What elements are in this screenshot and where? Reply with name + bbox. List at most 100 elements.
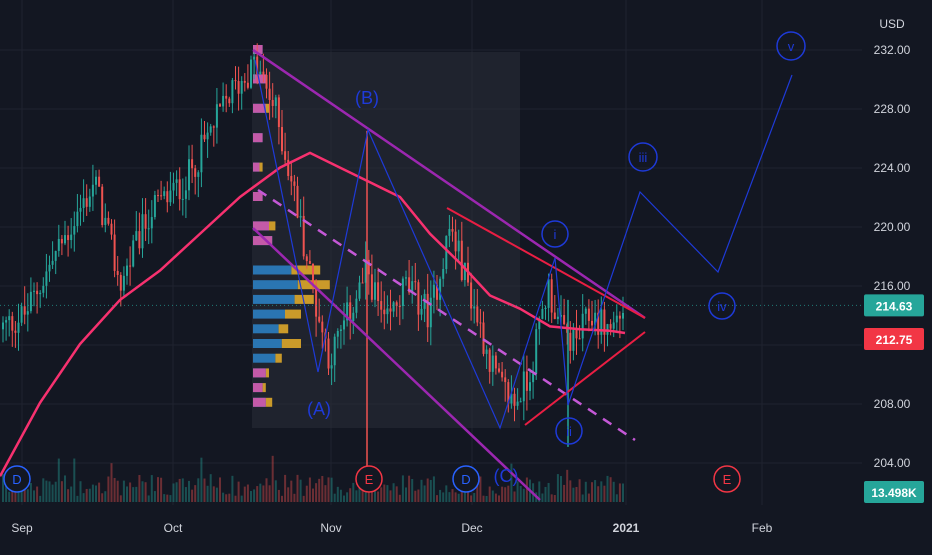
candle-body: [42, 285, 45, 293]
profile-bar-up: [253, 294, 295, 304]
volume-bar: [104, 491, 107, 502]
candle-body: [45, 271, 48, 286]
volume-bar: [116, 480, 119, 502]
volume-bar: [339, 489, 342, 502]
volume-bar: [333, 493, 336, 502]
candle-body: [622, 312, 624, 319]
candle-body: [132, 240, 135, 267]
candle-body: [343, 320, 345, 330]
volume-bar: [591, 482, 593, 502]
volume-bar: [181, 478, 184, 502]
volume-bar: [563, 484, 566, 502]
candle-body: [346, 302, 349, 321]
candle-body: [76, 211, 79, 227]
volume-bar: [253, 489, 256, 502]
volume-bar: [191, 489, 194, 502]
candle-body: [277, 97, 280, 128]
volume-bar: [101, 493, 104, 502]
volume-bar: [510, 463, 513, 502]
volume-bar: [302, 495, 305, 502]
candle-body: [85, 198, 88, 207]
volume-bar: [243, 486, 246, 502]
volume-bar: [60, 481, 63, 502]
candle-body: [383, 309, 386, 315]
volume-bar: [377, 491, 380, 502]
volume-bar: [262, 485, 265, 502]
candle-body: [411, 281, 414, 293]
candle-body: [82, 198, 85, 209]
volume-bar: [73, 458, 76, 502]
candle-body: [327, 338, 330, 369]
candle-body: [259, 71, 262, 75]
candle-body: [135, 231, 138, 241]
volume-bar: [432, 476, 435, 502]
candle-body: [284, 151, 287, 160]
candle-body: [498, 368, 500, 372]
profile-bar-down: [259, 162, 263, 172]
candle-body: [333, 336, 336, 366]
earnings-marker-label: E: [365, 472, 374, 487]
volume-bar: [138, 475, 141, 502]
time-axis[interactable]: Sep Oct Nov Dec 2021 Feb: [11, 521, 772, 535]
volume-bar: [584, 481, 587, 502]
volume-bar: [457, 493, 460, 502]
volume-bar: [547, 482, 550, 502]
volume-bar: [215, 487, 218, 502]
volume-bar: [147, 495, 150, 502]
volume-bar: [284, 474, 287, 502]
candle-body: [442, 268, 445, 279]
candle-body: [206, 132, 209, 140]
profile-bar-low: [253, 383, 263, 393]
currency-label: USD: [879, 17, 905, 31]
volume-bar: [135, 486, 138, 502]
candle-body: [575, 329, 578, 339]
triangle-lower-line: [524, 331, 646, 426]
candle-body: [476, 306, 479, 323]
volume-bar: [70, 486, 73, 502]
volume-bar: [336, 486, 339, 502]
volume-bar: [609, 477, 612, 502]
candle-body: [364, 259, 367, 283]
price-tag-label: 13.498K: [871, 486, 917, 500]
candle-body: [2, 322, 4, 330]
volume-bar: [603, 485, 606, 502]
volume-bar: [2, 474, 4, 502]
profile-bar-low: [253, 103, 266, 113]
profile-bar-low: [253, 133, 263, 143]
price-tick-label: 228.00: [874, 102, 911, 116]
candle-body: [88, 196, 91, 207]
drawing-tools[interactable]: [0, 48, 862, 501]
volume-bar: [132, 487, 135, 502]
volume-bar: [82, 493, 85, 502]
profile-bar-down: [275, 353, 282, 363]
volume-bar: [346, 492, 349, 502]
candle-body: [336, 330, 339, 337]
volume-bar: [618, 483, 621, 502]
volume-bar: [581, 494, 584, 502]
candle-body: [302, 215, 305, 257]
wave-label-circle: [541, 220, 569, 248]
candle-body: [73, 226, 76, 235]
volume-bar: [541, 493, 544, 502]
volume-bar: [429, 479, 432, 502]
volume-bar: [572, 487, 575, 502]
volume-bar: [88, 488, 91, 502]
candle-body: [460, 240, 463, 281]
candle-body: [488, 349, 491, 372]
earnings-marker: [355, 465, 383, 493]
volume-bar: [17, 486, 20, 502]
candle-body: [426, 293, 429, 328]
profile-bar-down: [281, 339, 301, 348]
volume-bar: [51, 484, 54, 502]
candle-body: [615, 315, 618, 323]
candle-body: [95, 176, 97, 185]
time-tick-label: Sep: [11, 521, 33, 535]
candle-body: [231, 80, 234, 104]
candle-body: [312, 263, 314, 286]
candle-body: [67, 235, 70, 241]
volume-bar: [144, 482, 147, 502]
time-tick-label: Dec: [461, 521, 482, 535]
